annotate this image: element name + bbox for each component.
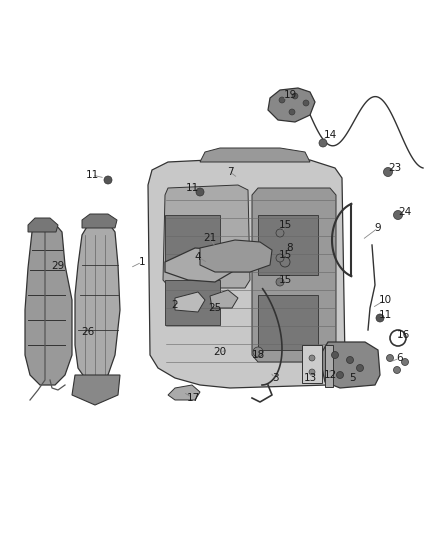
Text: 4: 4 <box>194 252 201 262</box>
Polygon shape <box>252 188 336 362</box>
Text: 8: 8 <box>287 243 293 253</box>
Bar <box>165 280 220 325</box>
Circle shape <box>357 365 364 372</box>
Polygon shape <box>200 148 310 162</box>
Text: 24: 24 <box>399 207 412 217</box>
Bar <box>165 215 220 270</box>
Polygon shape <box>268 88 315 122</box>
Bar <box>325 345 333 387</box>
Circle shape <box>104 176 112 184</box>
Polygon shape <box>175 292 205 312</box>
Text: 11: 11 <box>85 170 99 180</box>
Polygon shape <box>168 385 200 400</box>
Circle shape <box>292 93 298 99</box>
Text: 13: 13 <box>304 373 317 383</box>
Circle shape <box>253 347 263 357</box>
Circle shape <box>303 100 309 106</box>
Text: 10: 10 <box>378 295 392 305</box>
Text: 25: 25 <box>208 303 222 313</box>
Polygon shape <box>82 214 117 228</box>
Text: 9: 9 <box>374 223 381 233</box>
Bar <box>258 295 318 350</box>
Text: 11: 11 <box>378 310 392 320</box>
Circle shape <box>309 355 315 361</box>
Circle shape <box>276 229 284 237</box>
Text: 15: 15 <box>279 250 292 260</box>
Text: 7: 7 <box>227 167 233 177</box>
Text: 21: 21 <box>203 233 217 243</box>
Text: 12: 12 <box>323 370 337 380</box>
Circle shape <box>332 351 339 359</box>
Circle shape <box>196 188 204 196</box>
Polygon shape <box>75 222 120 382</box>
Polygon shape <box>25 222 72 385</box>
Circle shape <box>384 167 392 176</box>
Text: 2: 2 <box>172 300 178 310</box>
Text: 18: 18 <box>251 350 265 360</box>
Circle shape <box>402 359 409 366</box>
Text: 6: 6 <box>397 353 403 363</box>
Polygon shape <box>165 248 235 282</box>
Circle shape <box>393 211 403 220</box>
Polygon shape <box>72 375 120 405</box>
Polygon shape <box>210 290 238 308</box>
Text: 15: 15 <box>279 275 292 285</box>
Circle shape <box>276 254 284 262</box>
Bar <box>302 345 322 383</box>
Circle shape <box>386 354 393 361</box>
Text: 19: 19 <box>283 90 297 100</box>
Bar <box>258 215 318 275</box>
Polygon shape <box>163 185 250 288</box>
Text: 15: 15 <box>279 220 292 230</box>
Text: 14: 14 <box>323 130 337 140</box>
Text: 29: 29 <box>51 261 65 271</box>
Polygon shape <box>200 240 272 272</box>
Text: 11: 11 <box>185 183 198 193</box>
Text: 5: 5 <box>349 373 355 383</box>
Text: 20: 20 <box>213 347 226 357</box>
Circle shape <box>289 109 295 115</box>
Polygon shape <box>148 158 345 388</box>
Circle shape <box>319 139 327 147</box>
Text: 1: 1 <box>139 257 145 267</box>
Circle shape <box>376 314 384 322</box>
Text: 16: 16 <box>396 330 410 340</box>
Circle shape <box>279 97 285 103</box>
Text: 23: 23 <box>389 163 402 173</box>
Circle shape <box>346 357 353 364</box>
Circle shape <box>309 369 315 375</box>
Circle shape <box>393 367 400 374</box>
Text: 3: 3 <box>272 373 278 383</box>
Circle shape <box>280 257 290 267</box>
Circle shape <box>276 278 284 286</box>
Polygon shape <box>322 342 380 388</box>
Circle shape <box>336 372 343 378</box>
Polygon shape <box>28 218 58 232</box>
Text: 26: 26 <box>81 327 95 337</box>
Text: 17: 17 <box>187 393 200 403</box>
